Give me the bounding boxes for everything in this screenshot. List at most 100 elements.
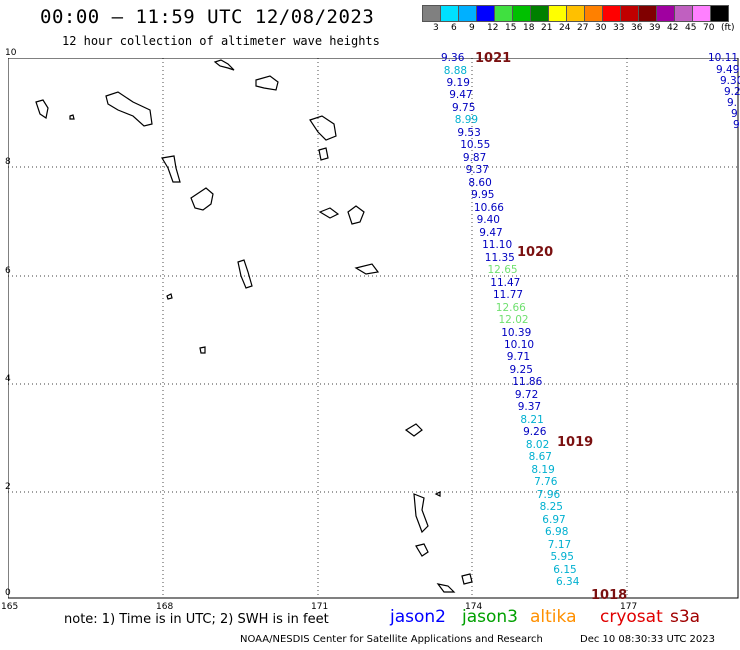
wave-height-value: 12.65 bbox=[487, 264, 518, 277]
satellite-s3a: s3a bbox=[670, 607, 701, 627]
wave-height-value: 10.39 bbox=[501, 326, 532, 339]
island-outline bbox=[35, 99, 49, 119]
island-outline bbox=[318, 207, 340, 219]
wave-height-value: 8.99 bbox=[454, 114, 479, 127]
wave-height-value: 8.60 bbox=[468, 176, 492, 189]
island-outline bbox=[434, 491, 441, 497]
scale-label: 27 bbox=[577, 23, 589, 33]
scale-swatch bbox=[476, 5, 495, 22]
map-subtitle: 12 hour collection of altimeter wave hei… bbox=[62, 34, 380, 48]
wave-height-value: 11.77 bbox=[493, 289, 524, 301]
scale-label: 45 bbox=[685, 23, 697, 33]
wave-height-value: 9.26 bbox=[523, 426, 547, 439]
wave-height-value: 8.02 bbox=[525, 438, 550, 451]
wave-height-value: 9.53 bbox=[457, 126, 481, 139]
credit-text: NOAA/NESDIS Center for Satellite Applica… bbox=[240, 634, 543, 645]
wave-height-value: 9.95 bbox=[471, 189, 495, 202]
island-outline bbox=[436, 583, 456, 593]
scale-swatch bbox=[710, 5, 729, 22]
island-outline bbox=[413, 493, 429, 534]
wave-height-value: 11.10 bbox=[482, 239, 513, 252]
scale-label: 21 bbox=[541, 23, 553, 33]
island-outline bbox=[69, 114, 75, 120]
satellite-altika: altika bbox=[530, 607, 577, 627]
wave-height-value: 8.67 bbox=[528, 451, 552, 464]
wave-height-value: 8.21 bbox=[520, 413, 544, 426]
scale-label: 33 bbox=[613, 23, 625, 33]
scale-swatch bbox=[638, 5, 657, 22]
y-tick-label: 6 bbox=[5, 266, 11, 276]
island-outline bbox=[199, 346, 206, 354]
wave-height-value: 9.25 bbox=[509, 363, 533, 376]
scale-swatch bbox=[620, 5, 639, 22]
island-outline bbox=[354, 263, 380, 275]
wave-height-value: 10.66 bbox=[473, 201, 504, 214]
scale-swatch bbox=[656, 5, 675, 22]
island-outline bbox=[309, 115, 337, 141]
x-tick-label: 177 bbox=[620, 602, 638, 612]
edge-value: 9 bbox=[731, 108, 738, 120]
wave-height-value: 7.96 bbox=[536, 488, 561, 501]
wave-height-value: 9.71 bbox=[506, 351, 531, 364]
wave-height-value: 6.98 bbox=[545, 526, 569, 539]
edge-value: 9.2 bbox=[724, 86, 740, 98]
wave-height-value: 11.47 bbox=[490, 276, 521, 289]
island-outline bbox=[166, 293, 173, 300]
island-outline bbox=[461, 573, 473, 585]
wave-height-value: 9.47 bbox=[449, 89, 473, 102]
scale-swatch bbox=[566, 5, 585, 22]
wave-height-value: 11.35 bbox=[484, 251, 515, 264]
island-outline bbox=[404, 423, 423, 437]
edge-value: 9 bbox=[733, 119, 740, 131]
wave-height-value: 5.95 bbox=[550, 551, 574, 563]
island-outline bbox=[255, 75, 279, 91]
scale-label: (ft) bbox=[721, 23, 735, 33]
scale-label: 30 bbox=[595, 23, 607, 33]
edge-value: 9.30 bbox=[720, 75, 740, 87]
island-outline bbox=[105, 91, 153, 127]
island-outlines bbox=[35, 59, 473, 593]
satellite-jason2: jason2 bbox=[390, 607, 446, 627]
satellite-cryosat: cryosat bbox=[600, 607, 663, 627]
cycle-label-1018: 1018 bbox=[591, 588, 628, 603]
cycle-label-1019: 1019 bbox=[557, 435, 594, 450]
wave-map bbox=[8, 58, 739, 599]
scale-label: 36 bbox=[631, 23, 643, 33]
wave-height-value: 11.86 bbox=[512, 376, 543, 389]
y-tick-label: 10 bbox=[5, 48, 17, 58]
x-tick-label: 168 bbox=[156, 602, 174, 612]
scale-label: 6 bbox=[451, 23, 457, 33]
satellite-jason3: jason3 bbox=[462, 607, 518, 627]
scale-swatch bbox=[602, 5, 621, 22]
wave-height-value: 9.87 bbox=[462, 151, 487, 164]
wave-height-value: 7.17 bbox=[547, 538, 572, 551]
island-outline bbox=[190, 187, 214, 211]
island-outline bbox=[237, 259, 253, 289]
island-outline bbox=[161, 155, 181, 183]
scale-swatch bbox=[458, 5, 477, 22]
scale-label: 9 bbox=[469, 23, 475, 33]
scale-swatch bbox=[494, 5, 513, 22]
x-tick-label: 171 bbox=[311, 602, 329, 612]
island-outline bbox=[213, 59, 235, 71]
scale-swatch bbox=[692, 5, 711, 22]
island-outline bbox=[415, 543, 429, 557]
scale-label: 3 bbox=[433, 23, 439, 33]
wave-height-value: 9.72 bbox=[514, 388, 539, 401]
wave-height-value: 9.37 bbox=[517, 401, 542, 414]
scale-swatch bbox=[440, 5, 459, 22]
wave-height-value: 9.19 bbox=[446, 77, 470, 89]
scale-swatch bbox=[530, 5, 549, 22]
wave-height-value: 6.34 bbox=[556, 576, 580, 588]
wave-height-value: 12.02 bbox=[498, 314, 529, 326]
y-tick-label: 0 bbox=[5, 588, 11, 598]
color-scale: 3 6 9 12 15 18 21 24 27 30 33 36 39 42 45 70 (ft) bbox=[422, 5, 735, 35]
map-title: 00:00 – 11:59 UTC 12/08/2023 bbox=[40, 6, 375, 28]
x-tick-label: 165 bbox=[1, 602, 19, 612]
wave-height-value: 9.36 bbox=[441, 52, 465, 64]
scale-swatch bbox=[584, 5, 603, 22]
cycle-label-1021: 1021 bbox=[475, 51, 512, 66]
wave-height-value: 6.15 bbox=[553, 563, 577, 576]
wave-height-value: 9.40 bbox=[476, 214, 500, 227]
cycle-label-1020: 1020 bbox=[517, 245, 554, 260]
